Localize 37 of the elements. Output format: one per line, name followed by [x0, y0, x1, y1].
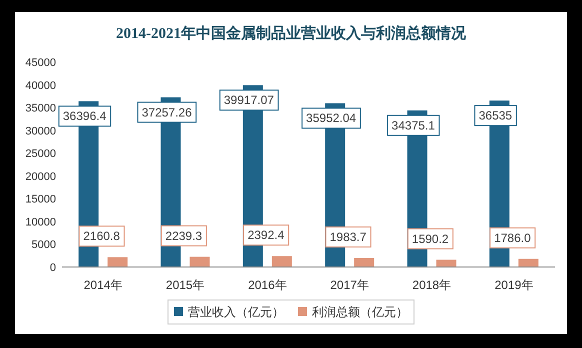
data-label: 2239.3 — [165, 228, 202, 243]
data-label: 37257.26 — [142, 105, 192, 120]
data-label: 36535 — [478, 108, 512, 123]
y-tick-label: 20000 — [25, 170, 56, 183]
data-label: 2392.4 — [248, 228, 285, 242]
data-label: 35952.04 — [306, 111, 356, 126]
legend-label: 营业收入（亿元） — [188, 305, 284, 319]
y-tick-label: 15000 — [25, 194, 56, 206]
y-tick-label: 25000 — [25, 148, 56, 160]
bar — [354, 258, 374, 267]
x-tick-label: 2018年 — [412, 278, 452, 292]
x-tick-label: 2019年 — [494, 278, 534, 292]
y-tick-label: 45000 — [25, 57, 56, 69]
data-label: 2160.8 — [83, 229, 120, 244]
bar — [436, 260, 456, 267]
bar — [518, 258, 538, 267]
y-tick-label: 10000 — [25, 216, 56, 228]
bar — [108, 257, 128, 267]
y-tick-label: 30000 — [25, 125, 56, 138]
x-tick-label: 2014年 — [84, 278, 122, 292]
data-label: 39917.07 — [224, 93, 274, 108]
legend-label: 利润总额（亿元） — [312, 305, 408, 319]
y-tick-label: 0 — [50, 262, 56, 274]
x-tick-label: 2017年 — [330, 278, 369, 292]
data-label: 34375.1 — [392, 118, 436, 132]
data-label: 36396.4 — [62, 109, 107, 124]
y-tick-label: 5000 — [32, 239, 56, 252]
bar — [272, 256, 292, 267]
bar — [190, 256, 210, 267]
y-tick-label: 40000 — [25, 80, 56, 92]
data-label: 1983.7 — [330, 230, 367, 244]
x-tick-label: 2016年 — [248, 278, 287, 292]
x-tick-label: 2015年 — [166, 278, 205, 292]
chart-title: 2014-2021年中国金属制品业营业收入与利润总额情况 — [116, 24, 467, 42]
y-tick-label: 35000 — [25, 102, 56, 115]
data-label: 1786.0 — [494, 230, 532, 245]
data-label: 1590.2 — [412, 232, 449, 246]
